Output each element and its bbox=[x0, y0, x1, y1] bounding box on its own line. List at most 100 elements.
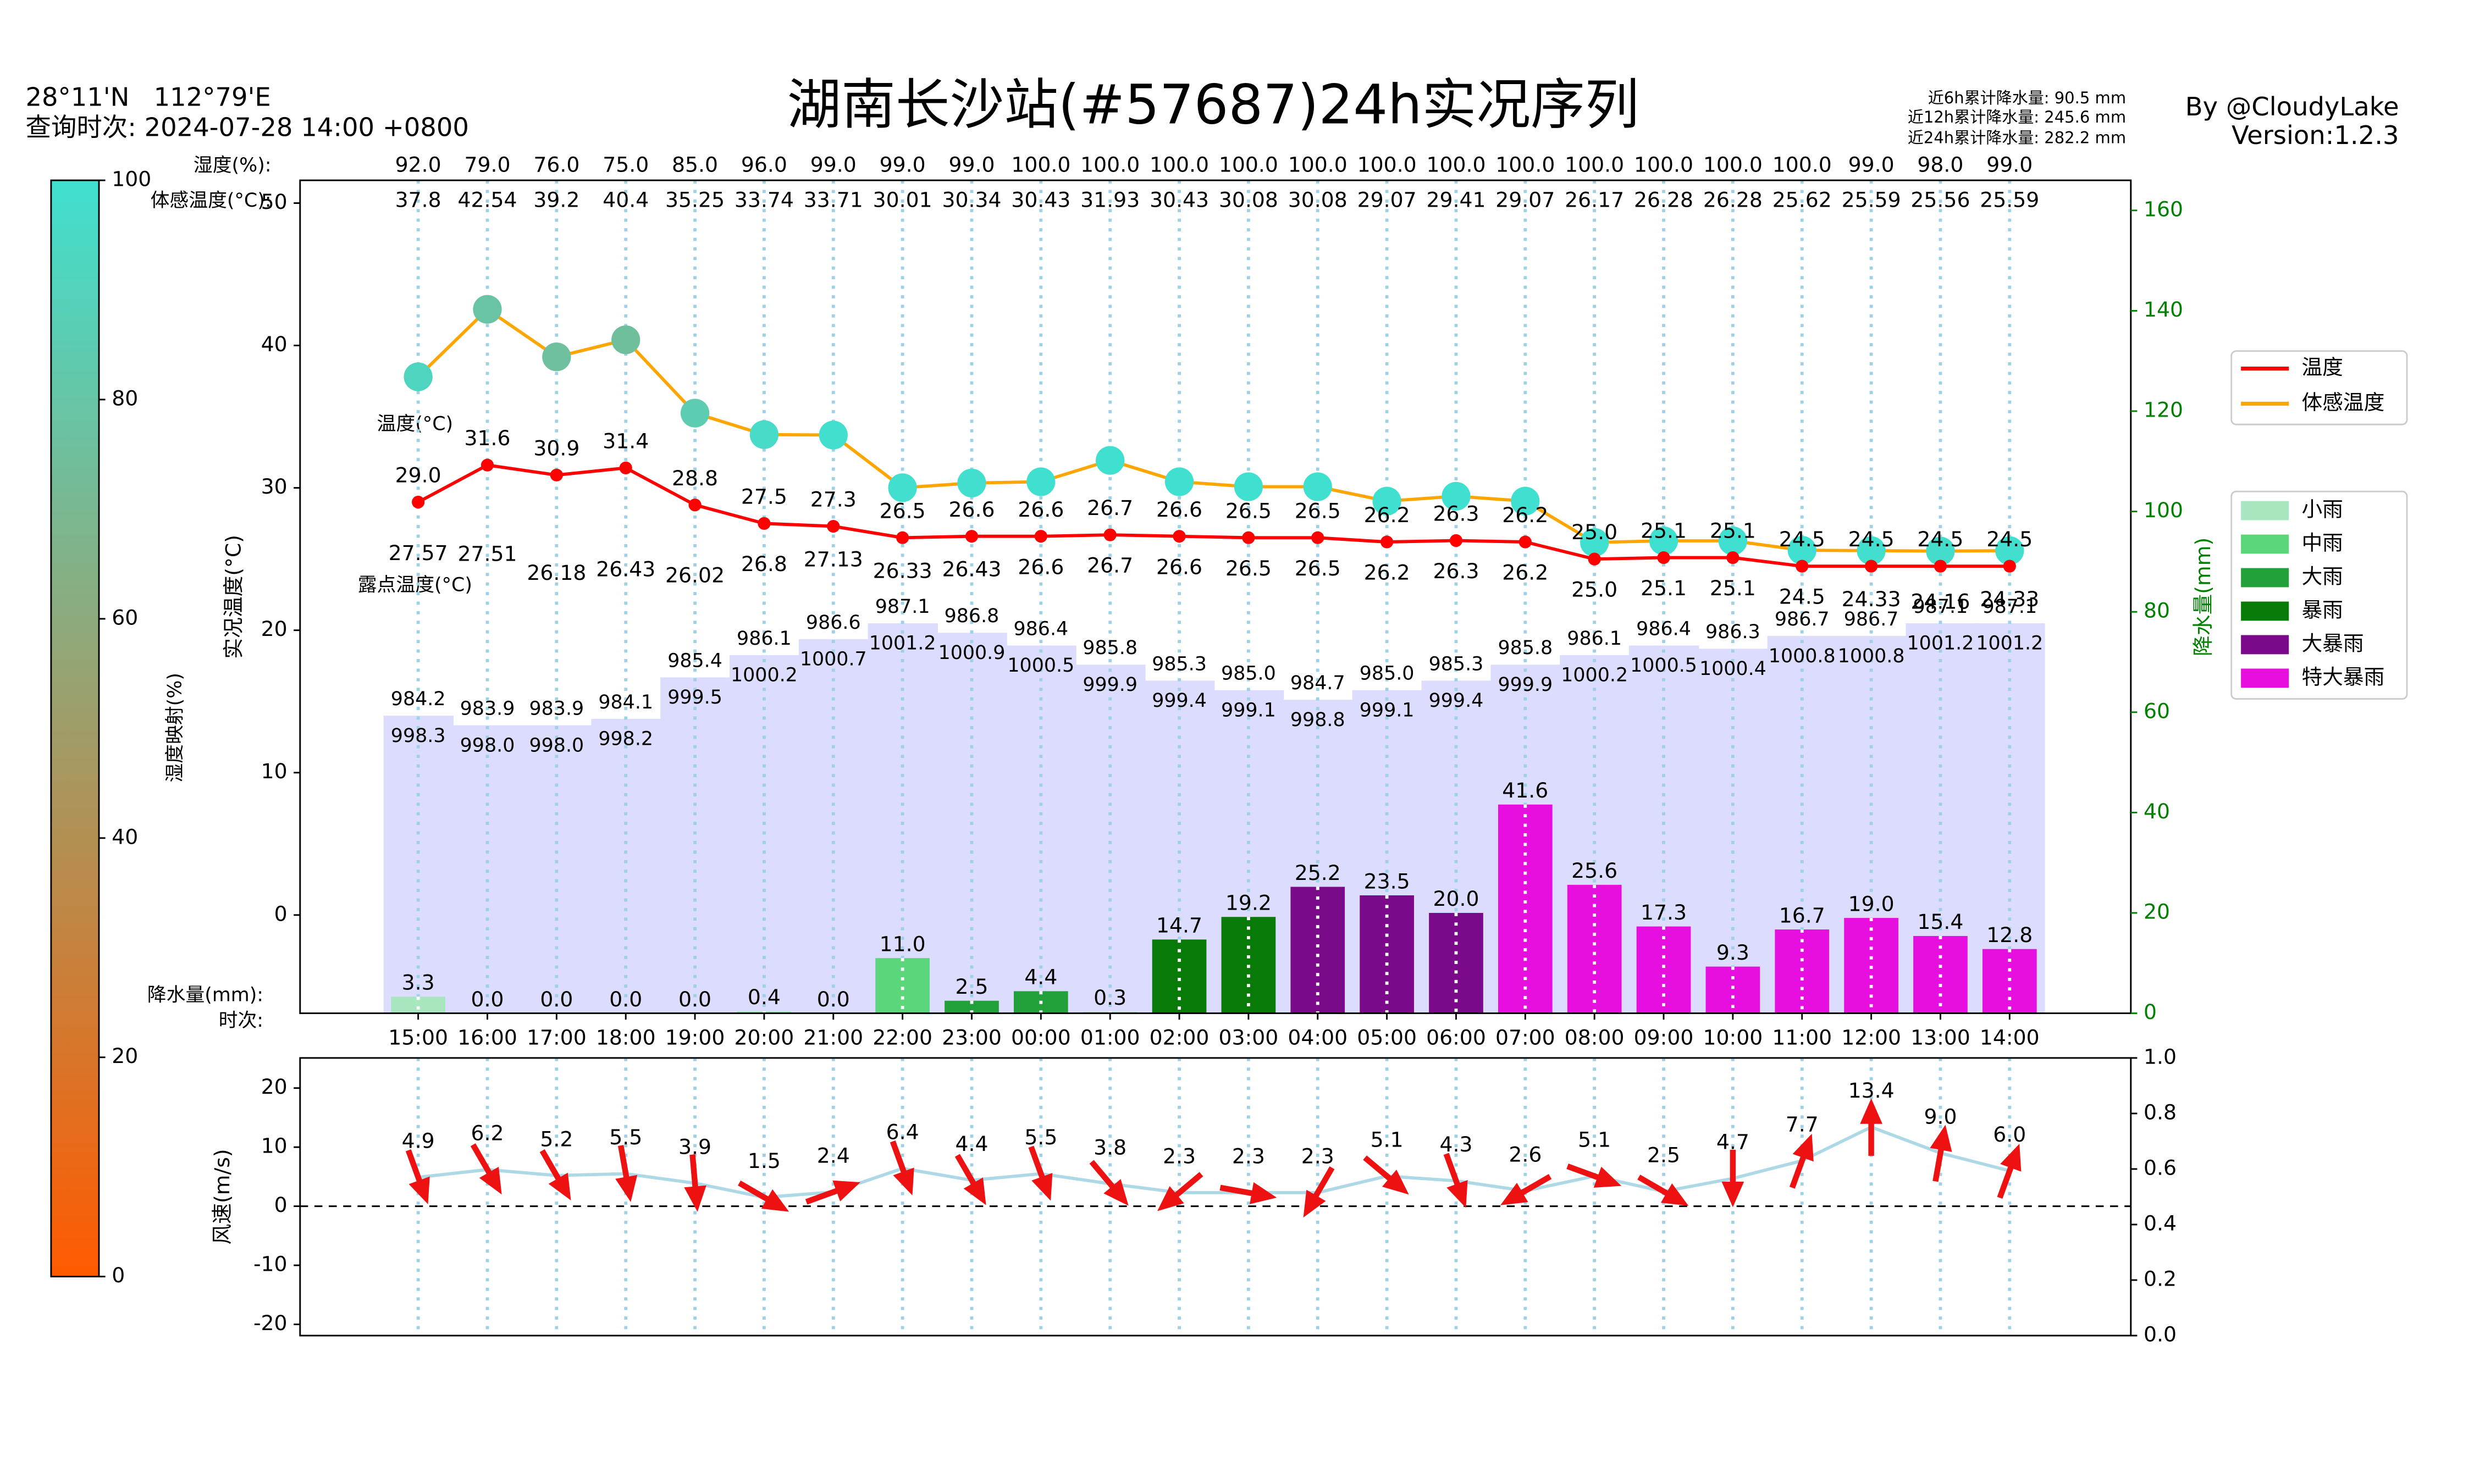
x-tick-label: 10:00 bbox=[1703, 1026, 1763, 1050]
temp-label: 26.2 bbox=[1364, 503, 1410, 527]
dew-label: 26.33 bbox=[873, 558, 932, 583]
wind-arrow bbox=[615, 1145, 638, 1202]
temp-label: 26.5 bbox=[1295, 499, 1341, 523]
wind-label: 6.4 bbox=[886, 1120, 919, 1144]
row-label: 降水量(mm): bbox=[147, 984, 263, 1006]
pressure-label: 987.1 bbox=[875, 596, 930, 618]
temp-label: 24.5 bbox=[1848, 527, 1895, 551]
wind-label: 2.3 bbox=[1163, 1144, 1196, 1169]
wind-label: 9.0 bbox=[1924, 1105, 1957, 1129]
rain-bar bbox=[1636, 926, 1691, 1014]
wind-label: 1.5 bbox=[748, 1149, 781, 1173]
humidity-label: 100.0 bbox=[1426, 152, 1485, 176]
feels-marker bbox=[1926, 536, 1955, 566]
pressure-label: 1000.5 bbox=[1630, 655, 1697, 677]
row-label: 湿度(%): bbox=[194, 154, 272, 176]
rain-label: 0.0 bbox=[471, 987, 504, 1011]
pressure-label: 999.9 bbox=[1083, 674, 1137, 696]
pressure-label: 1000.8 bbox=[1769, 645, 1836, 667]
x-tick-label: 03:00 bbox=[1219, 1026, 1279, 1050]
temp-label: 26.5 bbox=[880, 499, 926, 523]
dew-label: 26.43 bbox=[596, 557, 655, 582]
y2-tick-label: 160 bbox=[2144, 197, 2183, 221]
rain-label: 14.7 bbox=[1156, 913, 1202, 938]
humidity-label: 75.0 bbox=[603, 152, 649, 176]
coords: 28°11'N 112°79'E bbox=[25, 82, 270, 112]
y2-tick-label: 0.2 bbox=[2144, 1266, 2177, 1291]
y-tick-label: 40 bbox=[261, 332, 288, 356]
pressure-label: 1000.9 bbox=[938, 642, 1006, 664]
humidity-label: 100.0 bbox=[1011, 152, 1070, 176]
feels-marker bbox=[1511, 486, 1540, 516]
temp-marker bbox=[758, 517, 771, 530]
x-tick-label: 12:00 bbox=[1841, 1026, 1901, 1050]
colorbar-tick-label: 60 bbox=[112, 605, 138, 629]
wind-label: 5.1 bbox=[1371, 1127, 1404, 1151]
legend-label: 特大暴雨 bbox=[2301, 665, 2384, 689]
wind-arrow bbox=[539, 1149, 571, 1200]
dew-label: 25.0 bbox=[1571, 578, 1617, 602]
humidity-label: 100.0 bbox=[1703, 152, 1763, 176]
temp-label: 26.6 bbox=[1156, 497, 1202, 522]
temp-marker bbox=[688, 499, 702, 512]
x-tick-label: 17:00 bbox=[527, 1026, 587, 1050]
feels-marker bbox=[819, 420, 848, 450]
legend-label: 温度 bbox=[2301, 355, 2343, 379]
y2-tick-label: 1.0 bbox=[2144, 1044, 2177, 1068]
pressure-label: 1001.2 bbox=[1976, 633, 2043, 655]
colorbar-tick-label: 80 bbox=[112, 386, 138, 410]
wind-label: 13.4 bbox=[1848, 1078, 1895, 1103]
temp-marker bbox=[827, 519, 840, 533]
dew-label: 26.02 bbox=[665, 563, 725, 587]
humidity-label: 98.0 bbox=[1917, 152, 1963, 176]
y2-tick-label: 60 bbox=[2144, 699, 2170, 723]
wind-label: 5.2 bbox=[540, 1127, 573, 1151]
dew-label: 26.3 bbox=[1433, 559, 1479, 583]
humidity-label: 100.0 bbox=[1219, 152, 1278, 176]
wind-arrow bbox=[1028, 1145, 1053, 1201]
dew-label: 27.57 bbox=[389, 541, 448, 565]
feels-label: 26.28 bbox=[1634, 187, 1693, 212]
wind-arrow bbox=[684, 1154, 706, 1212]
dew-label: 26.6 bbox=[1156, 555, 1202, 579]
pressure-label: 998.0 bbox=[460, 734, 515, 756]
dew-label: 26.2 bbox=[1364, 561, 1410, 585]
y-tick-label: 50 bbox=[261, 190, 288, 214]
feels-label: 37.8 bbox=[395, 187, 441, 212]
pressure-label: 999.1 bbox=[1360, 699, 1415, 721]
rain-label: 17.3 bbox=[1641, 900, 1687, 924]
rain-label: 19.0 bbox=[1848, 891, 1895, 916]
y2-tick-label: 0.8 bbox=[2144, 1100, 2177, 1124]
temp-label: 26.5 bbox=[1225, 499, 1272, 523]
rain-label: 12.8 bbox=[1986, 923, 2033, 947]
wind-arrow bbox=[1089, 1160, 1129, 1206]
rain-label: 19.2 bbox=[1225, 891, 1272, 915]
humidity-label: 99.0 bbox=[880, 152, 926, 176]
temp-marker bbox=[550, 468, 563, 481]
wind-arrow bbox=[738, 1180, 789, 1212]
rain-6h: 近6h累计降水量: 90.5 mm bbox=[1928, 88, 2126, 107]
pressure-label: 985.3 bbox=[1152, 653, 1207, 675]
rain-label: 9.3 bbox=[1716, 940, 1749, 965]
y2-tick-label: 0.4 bbox=[2144, 1211, 2177, 1235]
feels-label: 25.59 bbox=[1980, 187, 2039, 212]
pressure-label: 984.1 bbox=[598, 691, 653, 713]
feels-label: 25.59 bbox=[1842, 187, 1901, 212]
rain-label: 4.4 bbox=[1024, 965, 1057, 989]
legend-label: 大暴雨 bbox=[2301, 631, 2363, 655]
y2-tick-label: 100 bbox=[2144, 498, 2183, 522]
temp-label: 29.0 bbox=[395, 463, 441, 488]
temp-label: 27.3 bbox=[810, 488, 857, 512]
wind-label: 2.5 bbox=[1647, 1143, 1680, 1167]
rain-label: 0.0 bbox=[678, 987, 711, 1011]
colorbar-tick-label: 0 bbox=[112, 1263, 125, 1287]
pressure-label: 987.1 bbox=[1913, 596, 1968, 618]
wind-label: 3.9 bbox=[678, 1134, 711, 1159]
x-tick-label: 02:00 bbox=[1150, 1026, 1210, 1050]
legend-swatch bbox=[2241, 501, 2289, 520]
feels-marker bbox=[1164, 467, 1194, 496]
temp-marker bbox=[1588, 552, 1601, 566]
feels-marker bbox=[1096, 446, 1125, 475]
query-time: 查询时次: 2024-07-28 14:00 +0800 bbox=[25, 113, 468, 142]
